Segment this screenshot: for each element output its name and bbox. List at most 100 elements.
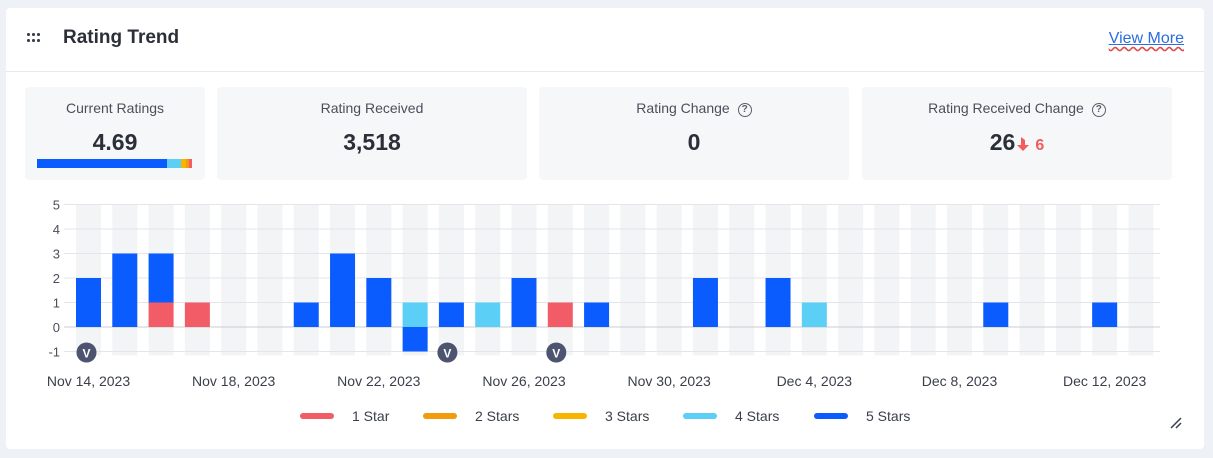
bar-5-stars xyxy=(765,278,791,327)
column-band xyxy=(1019,204,1045,356)
column-band xyxy=(438,204,464,356)
legend-swatch xyxy=(683,413,717,419)
bar-5-stars xyxy=(983,302,1009,327)
rating-change-label: Rating Change xyxy=(636,100,730,116)
x-tick-label: Dec 4, 2023 xyxy=(777,373,853,389)
x-tick-label: Nov 26, 2023 xyxy=(482,373,565,389)
legend-swatch xyxy=(300,413,334,419)
rating-received-label: Rating Received xyxy=(320,100,424,116)
x-tick-label: Nov 30, 2023 xyxy=(628,373,711,389)
column-band xyxy=(983,204,1009,356)
bar-1-star xyxy=(547,302,573,327)
view-more-label: View More xyxy=(1108,30,1184,47)
version-marker-label: V xyxy=(443,347,451,361)
rating-received-change-label-row: Rating Received Change? xyxy=(862,100,1172,117)
rating-segment-3-star xyxy=(181,159,186,168)
version-marker-label: V xyxy=(552,347,560,361)
bar-5-stars xyxy=(366,278,392,327)
x-tick-label: Dec 12, 2023 xyxy=(1063,373,1146,389)
bar-5-stars xyxy=(330,253,356,327)
arrow-down-icon xyxy=(1017,137,1030,151)
legend-item[interactable]: 1 Star xyxy=(300,406,389,426)
drag-handle-icon[interactable] xyxy=(27,32,41,44)
column-band xyxy=(1128,204,1154,356)
rating-trend-chart: 5 4 3 2 1 0 -1 V V V Nov 14, 2023 Nov 18, 2023 Nov 2… xyxy=(47,198,1160,389)
delta-value: 6 xyxy=(1035,137,1045,154)
legend-item[interactable]: 2 Stars xyxy=(423,406,519,426)
x-tick-label: Nov 22, 2023 xyxy=(337,373,420,389)
legend-swatch xyxy=(423,413,457,419)
y-tick-label: 5 xyxy=(53,198,60,213)
column-band xyxy=(910,204,936,356)
y-tick-label: 2 xyxy=(53,271,60,286)
column-band xyxy=(838,204,864,356)
bar-5-stars xyxy=(112,253,138,327)
rating-segment-5-star xyxy=(37,159,168,168)
y-tick-label: 3 xyxy=(53,247,60,262)
column-band xyxy=(257,204,283,356)
y-tick-label: -1 xyxy=(48,345,60,360)
column-band xyxy=(584,204,610,356)
bar-1-star xyxy=(184,302,210,327)
legend-swatch xyxy=(814,413,848,419)
rating-received-value: 3,518 xyxy=(343,129,401,155)
legend-item[interactable]: 4 Stars xyxy=(683,406,779,426)
column-band xyxy=(221,204,247,356)
column-band xyxy=(184,204,210,356)
bar-1-star xyxy=(148,302,174,327)
rating-change-label-row: Rating Change? xyxy=(539,100,849,117)
column-band xyxy=(801,204,827,356)
bar-5-stars xyxy=(148,253,174,303)
question-circle-icon[interactable]: ? xyxy=(737,103,752,117)
x-tick-label: Nov 14, 2023 xyxy=(47,373,130,389)
column-band xyxy=(547,204,573,356)
legend-label: 1 Star xyxy=(352,408,390,424)
column-band xyxy=(1092,204,1118,356)
bar-5-stars xyxy=(1092,302,1118,327)
bar-5-stars xyxy=(402,327,428,352)
bar-4-stars xyxy=(801,302,827,327)
version-marker-icon xyxy=(76,342,97,363)
bar-5-stars xyxy=(438,302,464,327)
rating-received-change-value-row: 26 6 xyxy=(862,129,1172,156)
rating-trend-card: Rating Trend View More Current Ratings 4… xyxy=(6,8,1204,449)
legend-swatch xyxy=(553,413,587,419)
column-band xyxy=(946,204,972,356)
legend-label: 5 Stars xyxy=(866,408,911,424)
resize-icon[interactable] xyxy=(1168,415,1182,429)
rating-received-change-value: 26 xyxy=(989,129,1016,155)
question-circle-icon[interactable]: ? xyxy=(1091,103,1106,117)
current-ratings-card: Current Ratings 4.69 xyxy=(25,87,205,180)
column-band xyxy=(1055,204,1081,356)
column-band xyxy=(656,204,682,356)
y-tick-label: 0 xyxy=(53,320,60,335)
column-band xyxy=(620,204,646,356)
column-band xyxy=(729,204,755,356)
legend-item[interactable]: 3 Stars xyxy=(553,406,649,426)
column-band xyxy=(475,204,501,356)
rating-change-value: 0 xyxy=(687,129,701,155)
chart-legend: 1 Star 2 Stars 3 Stars 4 Stars 5 Stars xyxy=(6,406,1204,426)
x-tick-label: Dec 8, 2023 xyxy=(922,373,998,389)
card-title: Rating Trend xyxy=(63,27,180,48)
y-tick-label: 1 xyxy=(53,296,60,311)
rating-received-change-label: Rating Received Change xyxy=(928,100,1084,116)
current-ratings-label: Current Ratings xyxy=(65,100,165,116)
view-more-link[interactable]: View More xyxy=(1109,30,1184,48)
legend-label: 3 Stars xyxy=(605,408,650,424)
rating-segment-4-star xyxy=(167,159,182,168)
bar-5-stars xyxy=(692,278,718,327)
bar-4-stars xyxy=(475,302,501,327)
legend-label: 4 Stars xyxy=(735,408,780,424)
rating-received-card: Rating Received 3,518 xyxy=(217,87,527,180)
version-marker-label: V xyxy=(82,347,90,361)
legend-item[interactable]: 5 Stars xyxy=(814,406,910,426)
rating-distribution-bar xyxy=(37,159,192,168)
bar-5-stars xyxy=(76,278,101,327)
rating-change-card: Rating Change? 0 xyxy=(539,87,849,180)
column-band xyxy=(293,204,319,356)
bar-5-stars xyxy=(584,302,610,327)
x-tick-label: Nov 18, 2023 xyxy=(192,373,275,389)
rating-received-change-delta: 6 xyxy=(1017,137,1044,154)
current-ratings-value: 4.69 xyxy=(92,129,138,155)
